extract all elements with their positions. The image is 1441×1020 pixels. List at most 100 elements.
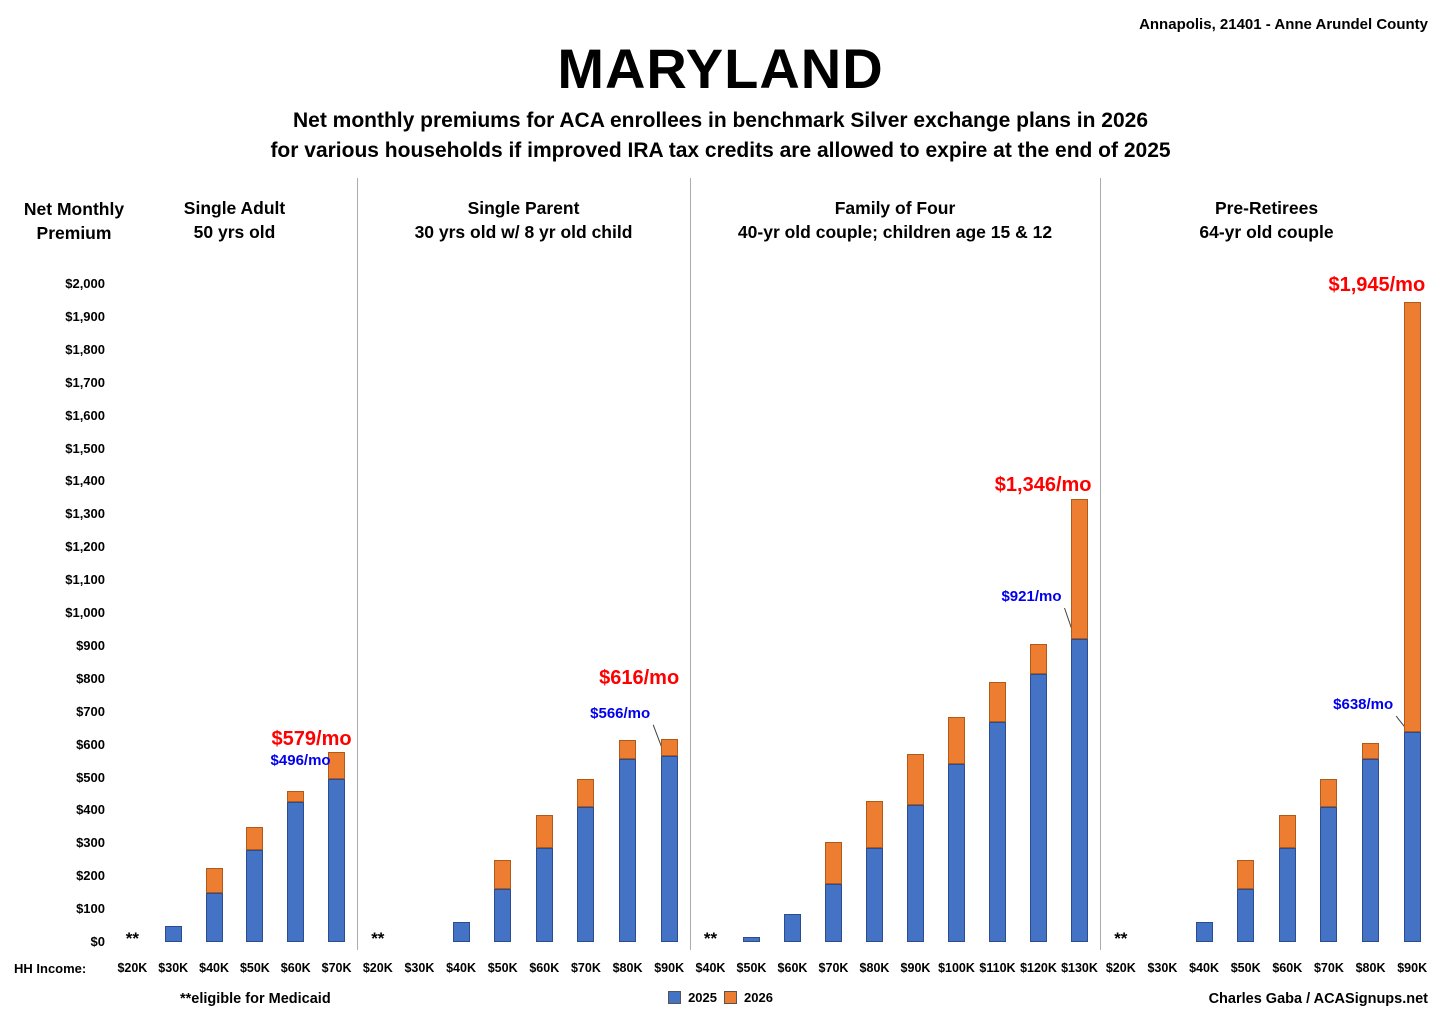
y-axis-title: Net Monthly Premium <box>8 197 140 245</box>
bar-2025-segment <box>1403 732 1421 942</box>
bar-2026-segment <box>1278 815 1296 849</box>
bar-2026-segment <box>907 754 924 806</box>
income-label: $90K <box>1397 961 1428 975</box>
bar-2026-segment <box>1362 742 1380 760</box>
location-label: Annapolis, 21401 - Anne Arundel County <box>1139 16 1428 33</box>
bar-2025-segment <box>246 849 264 942</box>
income-label: $110K <box>979 961 1016 975</box>
bar-2026-segment <box>287 790 305 803</box>
income-label: $20K <box>117 961 148 975</box>
income-label: $70K <box>818 961 849 975</box>
bar-2026-segment <box>246 826 264 850</box>
bar-2025-segment <box>287 802 305 942</box>
panel-header-line1: Single Parent <box>467 198 580 218</box>
bar-2026-segment <box>494 859 512 890</box>
legend: 2025 2026 <box>0 990 1441 1005</box>
medicaid-asterisk: ** <box>125 929 140 948</box>
y-tick-label: $0 <box>90 934 105 949</box>
bar-2026-segment <box>866 800 883 849</box>
income-label: $50K <box>1230 961 1261 975</box>
bar-2025-segment <box>1195 922 1213 942</box>
chart-subtitle-line2: for various households if improved IRA t… <box>270 139 1171 162</box>
income-label: $80K <box>1355 961 1386 975</box>
annotation-2025-value: $638/mo <box>1333 696 1394 714</box>
income-label: $120K <box>1020 961 1057 975</box>
y-tick-label: $600 <box>76 736 105 752</box>
bar-2026-segment <box>1403 302 1421 733</box>
annotation-2026-value: $616/mo <box>599 667 680 690</box>
bar-2025-segment <box>164 925 182 942</box>
legend-2025-label: 2025 <box>688 990 717 1005</box>
income-label: $90K <box>900 961 931 975</box>
y-axis-title-line2: Premium <box>36 223 112 243</box>
income-label: $40K <box>446 961 476 975</box>
y-tick-label: $800 <box>76 670 105 686</box>
annotation-2025-value: $566/mo <box>590 704 651 722</box>
bar-2025-segment <box>619 759 637 942</box>
bar-2025-segment <box>1237 889 1255 942</box>
bar-2026-segment <box>205 867 223 893</box>
bar-2026-segment <box>1030 644 1047 674</box>
income-label: $60K <box>280 961 311 975</box>
y-tick-label: $1,000 <box>65 605 105 620</box>
y-tick-label: $1,600 <box>65 407 105 423</box>
bar-2026-segment <box>1237 859 1255 890</box>
income-label: $30K <box>404 961 435 975</box>
chart-title: MARYLAND <box>557 37 884 100</box>
y-tick-label: $2,000 <box>65 276 105 291</box>
income-label: $30K <box>1147 961 1178 975</box>
bar-2026-segment <box>1320 779 1338 808</box>
bar-2025-segment <box>825 884 842 942</box>
income-label: $20K <box>362 961 393 975</box>
annotation-2026-value: $579/mo <box>271 727 352 750</box>
panel-divider <box>1100 178 1101 950</box>
bar-2025-segment <box>452 922 470 942</box>
bar-2025-segment <box>1071 638 1088 942</box>
income-label: $40K <box>695 961 726 975</box>
annotation-2025-value: $496/mo <box>270 751 331 769</box>
bar-2025-segment <box>660 755 678 942</box>
income-label: $70K <box>1313 961 1344 975</box>
income-label: $60K <box>1272 961 1303 975</box>
bar-2026-segment <box>619 739 637 760</box>
bar-2025-segment <box>1278 848 1296 942</box>
y-tick-label: $400 <box>76 802 105 818</box>
medicaid-asterisk: ** <box>703 929 718 948</box>
bar-2025-segment <box>535 848 553 942</box>
y-axis-title-line1: Net Monthly <box>23 199 125 219</box>
income-label: $60K <box>529 961 560 975</box>
medicaid-note: **eligible for Medicaid <box>180 991 331 1007</box>
bar-2025-segment <box>1362 759 1380 942</box>
medicaid-asterisk: ** <box>371 929 385 948</box>
bar-2025-segment <box>1030 673 1047 942</box>
panel-header-line2: 64-yr old couple <box>1199 222 1334 242</box>
panel-header: Single Parent 30 yrs old w/ 8 yr old chil… <box>357 196 690 244</box>
bar-2025-segment <box>866 848 883 942</box>
income-label: $80K <box>612 961 643 975</box>
income-label: $130K <box>1061 961 1098 975</box>
y-tick-label: $100 <box>76 901 105 917</box>
bar-2025-segment <box>577 807 595 942</box>
y-tick-label: $1,700 <box>65 374 105 390</box>
income-label: $40K <box>199 961 230 975</box>
chart-subtitle-line1: Net monthly premiums for ACA enrollees i… <box>292 109 1149 132</box>
bar-2026-segment <box>825 841 842 885</box>
y-tick-label: $1,200 <box>65 539 105 555</box>
bar-2025-segment <box>1320 807 1338 942</box>
y-tick-label: $500 <box>76 769 105 785</box>
panel-header: Family of Four 40-yr old couple; children… <box>690 196 1100 244</box>
bar-2025-segment <box>328 778 346 942</box>
bar-2026-segment <box>660 739 678 756</box>
panel-header-line1: Family of Four <box>834 198 956 218</box>
annotation-2025-value: $921/mo <box>1001 588 1062 605</box>
bar-2025-segment <box>784 914 801 942</box>
income-label: $70K <box>570 961 601 975</box>
y-tick-label: $300 <box>76 835 105 851</box>
legend-2026-label: 2026 <box>744 990 773 1005</box>
y-tick-label: $700 <box>76 703 105 719</box>
credit-label: Charles Gaba / ACASignups.net <box>1208 991 1428 1007</box>
panel-header-line2: 50 yrs old <box>193 222 276 242</box>
bar-2026-segment <box>328 751 346 779</box>
y-tick-label: $200 <box>76 868 105 884</box>
bar-2025-segment <box>989 721 1006 942</box>
